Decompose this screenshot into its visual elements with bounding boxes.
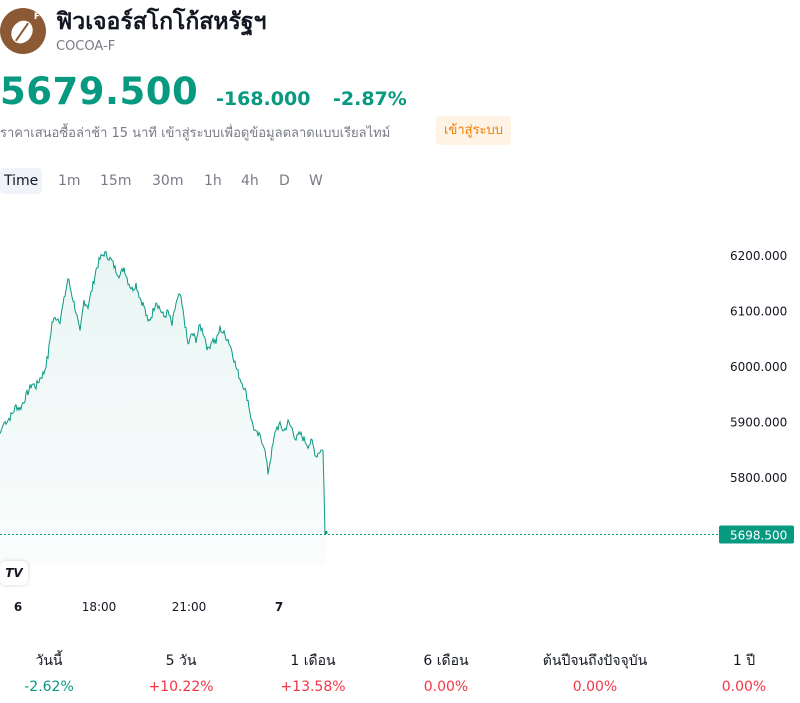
perf-today[interactable]: วันนี้ -2.62%	[0, 650, 114, 695]
cocoa-bean-icon: F	[0, 8, 46, 54]
perf-value: 0.00%	[423, 679, 469, 695]
tab-30m[interactable]: 30m	[152, 173, 184, 189]
perf-label: 1 เดือน	[290, 653, 336, 669]
perf-1y[interactable]: 1 ปี 0.00%	[679, 650, 800, 695]
perf-label: 1 ปี	[732, 653, 756, 669]
last-price-badge-label: 5698.500	[730, 529, 787, 543]
x-axis-tick-label: 6	[14, 600, 22, 614]
tab-1h[interactable]: 1h	[204, 173, 222, 189]
last-price-dot	[324, 530, 328, 535]
perf-6m[interactable]: 6 เดือน 0.00%	[381, 650, 511, 695]
tab-time[interactable]: Time	[0, 168, 43, 194]
x-axis-tick-label: 21:00	[172, 600, 207, 614]
perf-value: -2.62%	[24, 679, 74, 695]
price-chart[interactable]: 6200.000 6100.000 6000.000 5900.000 5800.000…	[0, 210, 800, 630]
delay-text: ราคาเสนอซื้อล่าช้า 15 นาที เข้าสู่ระบบเพ…	[0, 126, 391, 141]
symbol-header: F ฟิวเจอร์สโกโก้สหรัฐฯ COCOA-F	[0, 4, 800, 58]
perf-label: 6 เดือน	[423, 653, 469, 669]
y-axis-tick-label: 6100.000	[730, 305, 787, 319]
perf-value: 0.00%	[721, 679, 767, 695]
futures-badge: F	[33, 12, 41, 22]
price-series-line	[0, 251, 327, 535]
perf-5d[interactable]: 5 วัน +10.22%	[116, 650, 246, 695]
tab-15m[interactable]: 15m	[100, 173, 132, 189]
symbol-title: ฟิวเจอร์สโกโก้สหรัฐฯ	[56, 9, 267, 35]
tab-1m[interactable]: 1m	[58, 173, 81, 189]
y-axis-tick-label: 5900.000	[730, 416, 787, 430]
perf-value: +13.58%	[280, 679, 346, 695]
tab-4h[interactable]: 4h	[241, 173, 259, 189]
price-chart-svg[interactable]: 6200.000 6100.000 6000.000 5900.000 5800.000…	[0, 210, 800, 630]
perf-value: +10.22%	[148, 679, 214, 695]
symbol-ticker: COCOA-F	[56, 39, 116, 54]
price-change: -168.000	[216, 88, 311, 110]
last-price-badge	[719, 525, 794, 544]
perf-label: ต้นปีจนถึงปัจจุบัน	[542, 653, 648, 669]
price-area-fill	[0, 251, 326, 565]
perf-label: 5 วัน	[165, 653, 197, 669]
perf-ytd[interactable]: ต้นปีจนถึงปัจจุบัน 0.00%	[530, 650, 660, 695]
login-button[interactable]: เข้าสู่ระบบ	[436, 116, 512, 145]
perf-label: วันนี้	[35, 653, 63, 669]
performance-bar: วันนี้ -2.62% 5 วัน +10.22% 1 เดือน +13.…	[0, 650, 800, 695]
y-axis-tick-label: 6200.000	[730, 249, 787, 263]
x-axis-tick-label: 7	[275, 600, 283, 614]
last-price: 5679.500	[0, 70, 199, 113]
y-axis-tick-label: 5800.000	[730, 471, 787, 485]
price-change-percent: -2.87%	[333, 88, 407, 110]
tab-w[interactable]: W	[309, 173, 323, 189]
tradingview-logo-icon[interactable]: TV	[0, 561, 28, 585]
y-axis-tick-label: 6000.000	[730, 360, 787, 374]
perf-1m[interactable]: 1 เดือน +13.58%	[248, 650, 378, 695]
perf-value: 0.00%	[572, 679, 618, 695]
x-axis-tick-label: 18:00	[82, 600, 117, 614]
tab-d[interactable]: D	[279, 173, 290, 189]
